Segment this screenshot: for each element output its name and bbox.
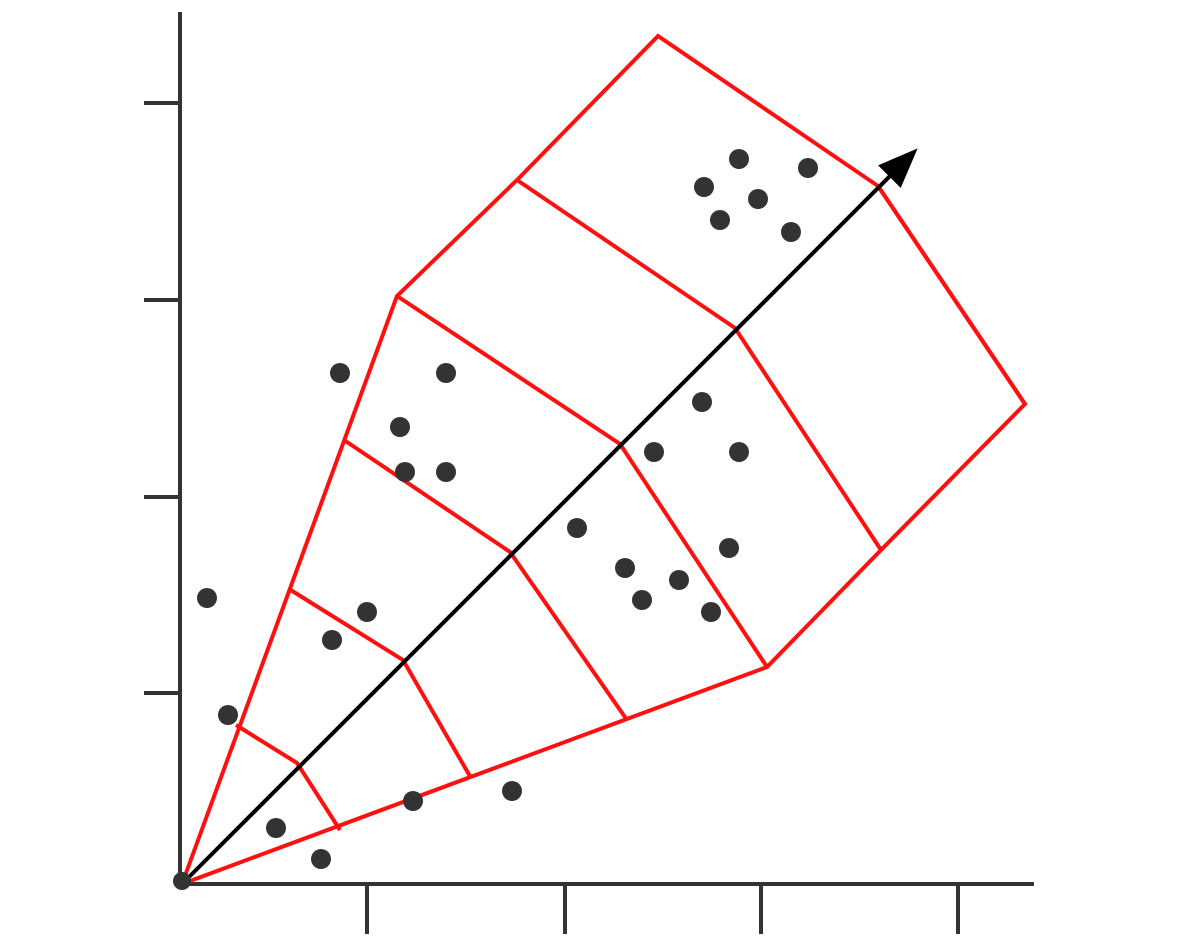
cell-boundary (234, 723, 342, 832)
cell-boundary (515, 178, 883, 552)
data-point (669, 570, 689, 590)
data-point (692, 392, 712, 412)
data-point (218, 705, 238, 725)
data-point (710, 210, 730, 230)
data-point (701, 602, 721, 622)
data-point (644, 442, 664, 462)
direction-arrow (182, 148, 918, 884)
data-point (311, 849, 331, 869)
data-point (322, 630, 342, 650)
axes (144, 12, 1034, 934)
data-point (567, 518, 587, 538)
data-point (798, 158, 818, 178)
data-point (719, 538, 739, 558)
data-point (436, 462, 456, 482)
data-point (502, 781, 522, 801)
data-point (436, 363, 456, 383)
data-point (781, 222, 801, 242)
data-point (694, 177, 714, 197)
data-point (403, 791, 423, 811)
data-point (615, 558, 635, 578)
data-point (390, 417, 410, 437)
data-point (632, 590, 652, 610)
cell-boundary (876, 184, 1027, 406)
data-point (266, 818, 286, 838)
data-point (729, 442, 749, 462)
data-point (395, 462, 415, 482)
data-points (197, 149, 818, 869)
origin-marker-icon (173, 872, 191, 890)
data-point (357, 602, 377, 622)
data-point (729, 149, 749, 169)
data-point (748, 189, 768, 209)
data-point (330, 363, 350, 383)
data-point (197, 588, 217, 608)
cell-boundary (287, 587, 473, 779)
